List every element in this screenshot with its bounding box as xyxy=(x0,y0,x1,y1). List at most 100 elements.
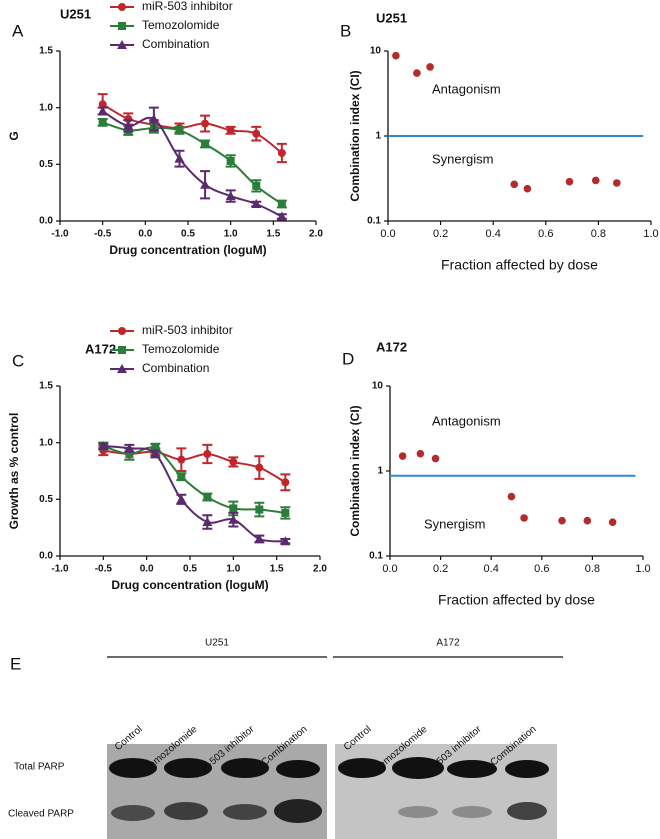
marker xyxy=(117,364,127,373)
y-tick-label: 0.1 xyxy=(369,551,383,562)
point xyxy=(416,449,425,458)
x-tick-label: 2.0 xyxy=(309,229,323,240)
marker xyxy=(118,346,126,354)
y-tick-label: 1.5 xyxy=(39,46,53,57)
marker xyxy=(118,22,126,30)
marker xyxy=(98,100,107,109)
chart: 0.0 0.5 1.0 1.5 -1.0 -0.5 0.0 0.5 1.0 1.5 2.0 C A172… xyxy=(7,323,327,592)
y-tick-label: 1.0 xyxy=(39,437,53,448)
y-tick-label: 0.5 xyxy=(39,494,53,505)
x-tick-label: -0.5 xyxy=(94,229,112,240)
marker xyxy=(229,457,238,466)
marker xyxy=(203,450,212,458)
marker xyxy=(151,444,160,453)
y-tick-label: 0.1 xyxy=(367,216,381,227)
marker xyxy=(98,441,109,451)
marker xyxy=(255,463,264,472)
x-tick-label: 0.4 xyxy=(484,563,499,575)
chart-title: U251 xyxy=(60,6,91,21)
marker xyxy=(277,200,286,208)
chart: 0.0 0.5 1.0 1.5 -1.0 -0.5 0.0 0.5 1.0 1.5 2.0 A U251… xyxy=(7,0,323,257)
point xyxy=(608,518,617,526)
x-tick-label: 1.0 xyxy=(643,228,658,240)
point xyxy=(507,492,516,501)
marker xyxy=(252,181,261,190)
marker xyxy=(177,472,186,481)
marker xyxy=(277,149,286,157)
annotation: Synergism xyxy=(432,151,493,166)
marker xyxy=(177,455,186,464)
marker xyxy=(202,517,213,526)
y-tick-label: 0.0 xyxy=(39,216,53,227)
marker xyxy=(229,504,238,513)
y-axis-label: Growth as % control xyxy=(7,413,21,530)
legend-label: Temozolomide xyxy=(142,342,220,356)
x-tick-label: 0.4 xyxy=(486,228,501,240)
point xyxy=(613,179,621,187)
x-tick-label: 1.0 xyxy=(224,229,238,240)
x-tick-label: 0.2 xyxy=(433,563,448,575)
point xyxy=(565,177,574,186)
marker xyxy=(175,126,184,135)
point xyxy=(431,454,440,463)
x-tick-label: 0.8 xyxy=(585,563,600,575)
marker xyxy=(118,327,126,335)
x-axis-label: Drug concentration (loguM) xyxy=(111,578,268,592)
legend-label: Combination xyxy=(142,361,209,375)
point xyxy=(583,516,592,525)
marker xyxy=(255,505,264,514)
legend-label: miR-503 inhibitor xyxy=(142,0,233,13)
y-tick-label: 1.5 xyxy=(39,381,53,392)
y-tick-label: 10 xyxy=(372,381,384,392)
x-tick-label: 0.2 xyxy=(433,228,448,240)
marker xyxy=(252,129,261,138)
marker xyxy=(125,450,134,458)
marker xyxy=(276,211,287,221)
marker xyxy=(124,443,135,453)
y-tick-label: 1.0 xyxy=(39,102,53,113)
marker xyxy=(225,191,236,201)
x-tick-label: 0.5 xyxy=(181,229,195,240)
x-axis-label: Fraction affected by dose xyxy=(438,592,595,608)
x-tick-label: 1.0 xyxy=(635,563,650,575)
point xyxy=(523,184,532,193)
legend-label: miR-503 inhibitor xyxy=(142,323,233,337)
marker xyxy=(251,199,262,208)
y-tick-label: 1 xyxy=(377,466,383,477)
row-label: Total PARP xyxy=(14,762,65,773)
marker xyxy=(201,119,210,128)
x-tick-label: 0.5 xyxy=(183,564,197,575)
marker xyxy=(98,118,107,127)
x-tick-label: 0.0 xyxy=(380,228,395,240)
marker xyxy=(174,153,185,163)
y-axis-label: G xyxy=(7,131,21,140)
x-tick-label: 1.0 xyxy=(226,564,240,575)
marker xyxy=(201,139,210,148)
point xyxy=(510,180,519,189)
marker xyxy=(97,106,108,116)
marker xyxy=(200,179,211,189)
x-tick-label: 2.0 xyxy=(313,564,327,575)
annotation: Antagonism xyxy=(432,413,501,428)
point xyxy=(520,514,528,522)
panel-label: E xyxy=(10,654,21,673)
marker xyxy=(226,156,235,165)
point xyxy=(558,516,566,525)
y-tick-label: 0.0 xyxy=(39,551,53,562)
marker xyxy=(123,120,134,130)
chart-title: A172 xyxy=(85,341,116,356)
x-tick-label: 0.6 xyxy=(534,563,549,575)
marker xyxy=(148,114,159,123)
group-label: A172 xyxy=(436,638,460,649)
y-axis-label: Combination index (CI) xyxy=(348,70,362,201)
x-axis-label: Drug concentration (loguM) xyxy=(109,243,266,257)
marker xyxy=(118,3,126,11)
marker xyxy=(280,536,291,546)
chart: 0.1 1 10 0.0 0.2 0.4 0.6 0.8 1.0 B U251 Fraction af… xyxy=(340,10,659,272)
chart-title: A172 xyxy=(376,339,407,354)
annotation: Synergism xyxy=(424,516,485,531)
y-tick-label: 0.5 xyxy=(39,159,53,170)
y-tick-label: 1 xyxy=(375,131,381,142)
point xyxy=(591,176,600,185)
x-tick-label: 0.6 xyxy=(538,228,553,240)
